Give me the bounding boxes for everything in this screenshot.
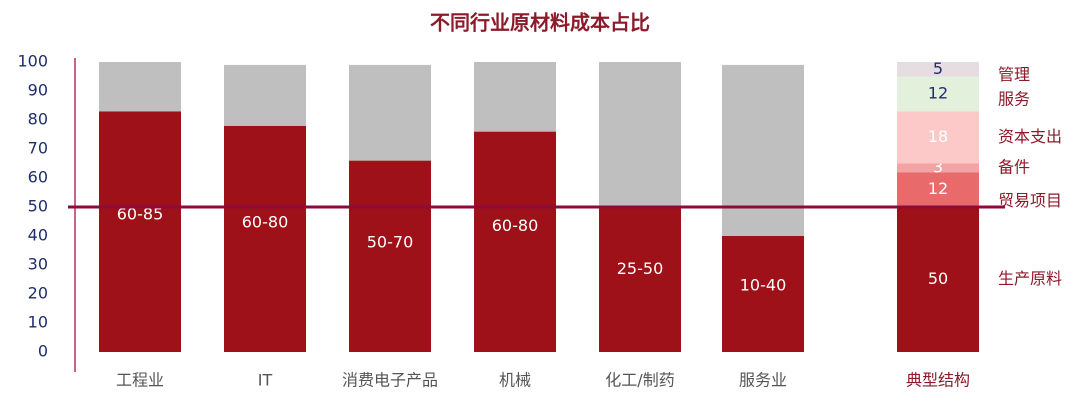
y-tick-label: 60 bbox=[28, 168, 48, 187]
segment-name-label: 管理 bbox=[998, 65, 1030, 84]
y-tick-label: 0 bbox=[38, 342, 48, 361]
bar-segment bbox=[474, 131, 556, 352]
y-tick-label: 30 bbox=[28, 255, 48, 274]
bar-segment bbox=[99, 111, 181, 352]
x-tick-label: 消费电子产品 bbox=[342, 371, 438, 390]
typical-segment bbox=[897, 207, 979, 352]
y-tick-label: 10 bbox=[28, 313, 48, 332]
bar-segment bbox=[224, 64, 306, 126]
bar-segment bbox=[722, 236, 804, 352]
segment-value-label: 12 bbox=[928, 179, 948, 198]
range-label: 10-40 bbox=[740, 275, 787, 294]
bar-segment bbox=[349, 64, 431, 161]
y-tick-label: 100 bbox=[17, 52, 48, 71]
x-tick-label: 化工/制药 bbox=[605, 371, 674, 390]
chart-title: 不同行业原材料成本占比 bbox=[430, 11, 650, 35]
segment-name-label: 服务 bbox=[998, 89, 1030, 108]
bar-segment bbox=[224, 125, 306, 352]
typical-segment bbox=[897, 62, 979, 77]
segment-name-label: 贸易项目 bbox=[998, 191, 1062, 210]
bar-segment bbox=[349, 160, 431, 352]
y-tick-label: 90 bbox=[28, 81, 48, 100]
bar-segment bbox=[474, 62, 556, 132]
typical-segment bbox=[897, 172, 979, 207]
x-tick-label: 服务业 bbox=[739, 371, 787, 390]
typical-segment bbox=[897, 111, 979, 164]
segment-value-label: 18 bbox=[928, 127, 948, 146]
y-tick-label: 50 bbox=[28, 197, 48, 216]
segment-value-label: 3 bbox=[933, 157, 943, 176]
segment-name-label: 资本支出 bbox=[998, 127, 1062, 146]
y-tick-label: 20 bbox=[28, 284, 48, 303]
segment-value-label: 5 bbox=[933, 59, 943, 78]
y-tick-label: 80 bbox=[28, 110, 48, 129]
typical-segment bbox=[897, 163, 979, 173]
range-label: 50-70 bbox=[367, 232, 414, 251]
range-label: 60-85 bbox=[117, 204, 164, 223]
bar-segment bbox=[99, 62, 181, 112]
segment-name-label: 生产原料 bbox=[998, 269, 1062, 288]
typical-segment bbox=[897, 76, 979, 112]
x-tick-label: IT bbox=[258, 371, 273, 390]
range-label: 25-50 bbox=[617, 259, 664, 278]
segment-value-label: 50 bbox=[928, 269, 948, 288]
bar-segment bbox=[722, 64, 804, 237]
segment-name-label: 备件 bbox=[998, 157, 1030, 176]
bar-segment bbox=[599, 62, 681, 207]
x-tick-label: 典型结构 bbox=[906, 371, 970, 390]
range-label: 60-80 bbox=[492, 216, 539, 235]
range-label: 60-80 bbox=[242, 213, 289, 232]
segment-value-label: 12 bbox=[928, 83, 948, 102]
y-tick-label: 70 bbox=[28, 139, 48, 158]
x-tick-label: 机械 bbox=[499, 371, 531, 390]
bar-segment bbox=[599, 207, 681, 352]
y-tick-label: 40 bbox=[28, 226, 48, 245]
x-tick-label: 工程业 bbox=[116, 371, 164, 390]
